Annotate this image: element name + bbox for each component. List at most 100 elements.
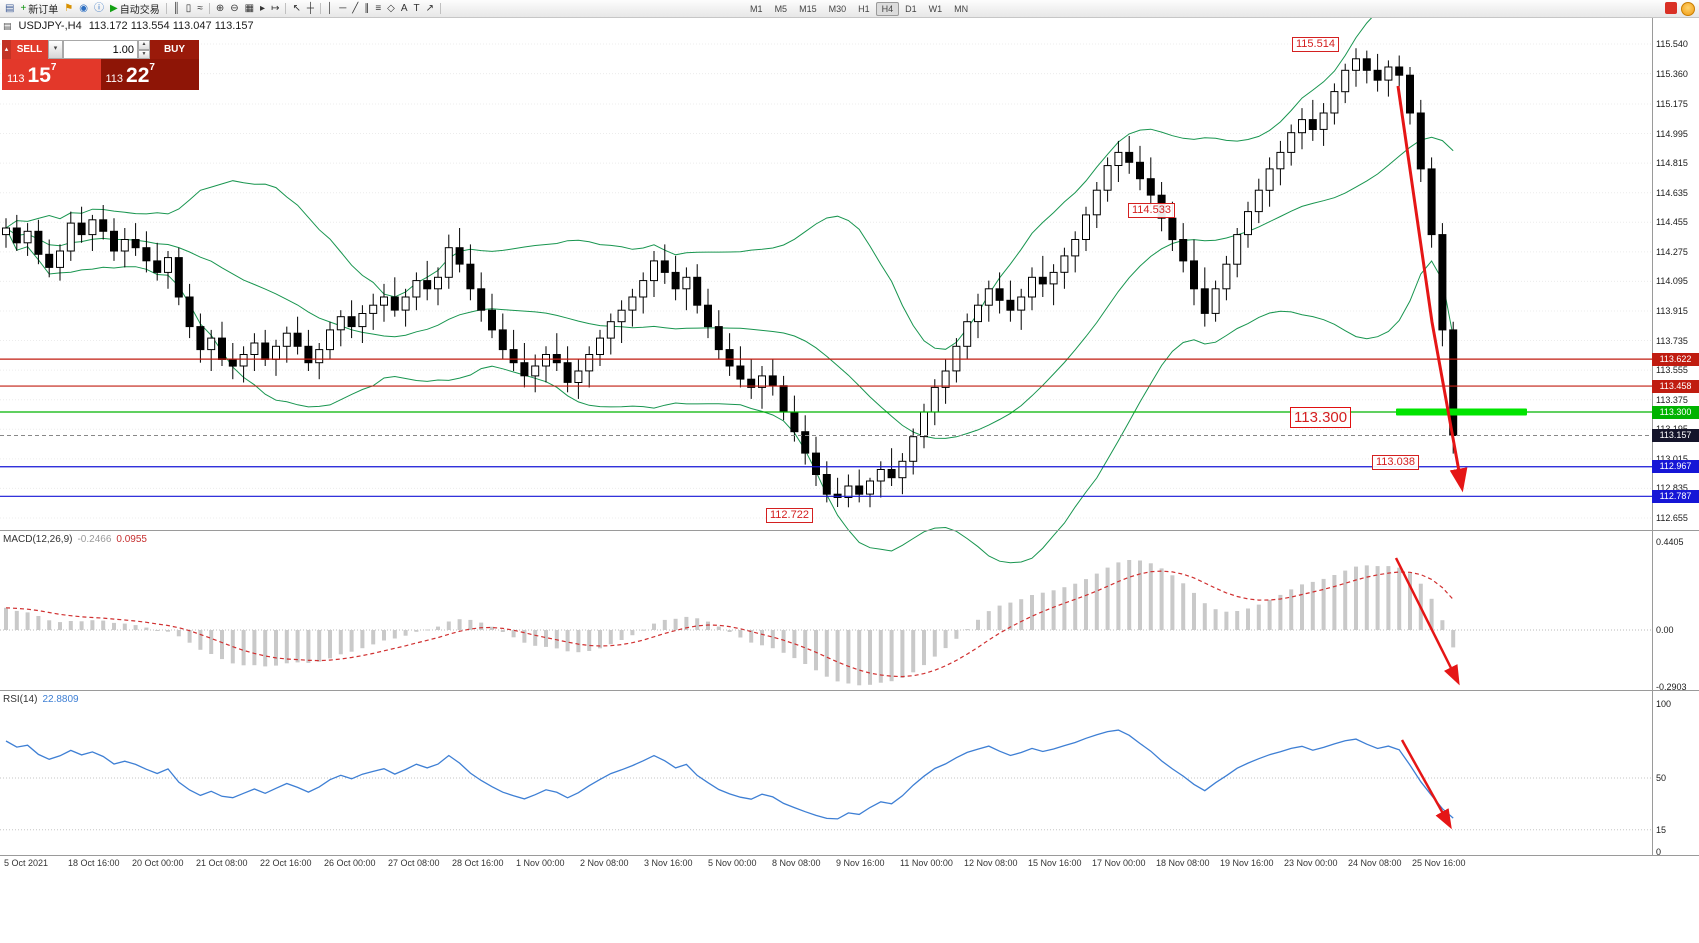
macd-trend-arrow	[1394, 557, 1460, 686]
bar-chart-button[interactable]: ║	[170, 1, 183, 16]
buy-price-panel[interactable]: 113 22 7	[100, 59, 199, 90]
zoom-out-button[interactable]: ⊖	[227, 1, 241, 16]
macd-axis-label: 0.4405	[1656, 536, 1684, 547]
chart-type-icon: ▤	[3, 20, 12, 31]
arrow-tools-button[interactable]: ↗	[423, 1, 437, 16]
volume-down-button[interactable]: ▼	[138, 49, 150, 59]
red-app-icon[interactable]	[1665, 2, 1677, 14]
buy-button[interactable]: BUY	[150, 40, 199, 59]
timeframe-m1-button[interactable]: M1	[750, 3, 763, 14]
price-annotation[interactable]: 115.514	[1292, 37, 1339, 52]
price-annotation[interactable]: 114.533	[1128, 203, 1175, 218]
volume-stepper: ▲ ▼	[138, 40, 150, 59]
profiles-button[interactable]: ◉	[76, 1, 91, 16]
timeframe-m30-button[interactable]: M30	[828, 3, 847, 14]
trendline-button[interactable]: ╱	[349, 1, 361, 16]
price-annotation[interactable]: 113.038	[1372, 455, 1419, 470]
rsi-name: RSI(14)	[3, 694, 38, 705]
main-trend-arrow	[1396, 85, 1468, 493]
crosshair-button[interactable]: ┼	[304, 1, 317, 16]
toolbar-buttons: ▤ + 新订单 ⚑ ◉ ⓘ ▶ 自动交易 ║ ▯ ≈ ⊕ ⊖ ▦ ▸ ↦ ↖ ┼ │ ─ ╱ ∥ ≡ ◇ A T ↗	[2, 1, 444, 16]
timeframe-h1-button[interactable]: H1	[858, 3, 870, 14]
horizontal-line-button[interactable]: ─	[336, 1, 349, 16]
time-axis-label: 9 Nov 16:00	[836, 858, 885, 868]
new-chart-button[interactable]: ▤	[2, 1, 17, 16]
time-axis-label: 18 Nov 08:00	[1156, 858, 1210, 868]
bar-chart-icon: ║	[172, 3, 180, 14]
fibonacci-button[interactable]: ≡	[372, 1, 384, 16]
rsi-axis-label: 0	[1656, 847, 1662, 857]
shapes-button[interactable]: ◇	[384, 1, 398, 16]
volume-input[interactable]	[63, 40, 138, 59]
shapes-icon: ◇	[387, 3, 395, 14]
price-annotation[interactable]: 113.300	[1290, 407, 1352, 428]
price-axis-label: 115.540	[1656, 39, 1688, 49]
price-axis-label: 113.555	[1656, 365, 1688, 376]
chart-shift-button[interactable]: ↦	[268, 1, 282, 16]
vertical-line-button[interactable]: │	[324, 1, 336, 16]
panel-collapse-button[interactable]: ▴	[2, 40, 11, 59]
profiles-icon: ◉	[79, 3, 88, 14]
equidistant-channel-button[interactable]: ∥	[361, 1, 372, 16]
macd-signal-value: 0.0955	[116, 534, 147, 545]
rsi-line	[5, 729, 1454, 820]
time-axis-label: 1 Nov 00:00	[516, 858, 565, 868]
timeframe-m5-button[interactable]: M5	[774, 3, 788, 14]
orange-app-icon[interactable]	[1681, 2, 1695, 16]
horizontal-line-icon: ─	[339, 3, 347, 14]
chart-shift-icon: ↦	[271, 3, 280, 14]
auto-trading-button[interactable]: ▶ 自动交易	[107, 1, 163, 16]
time-axis-label: 11 Nov 00:00	[900, 858, 953, 868]
time-axis-label: 12 Nov 08:00	[964, 858, 1018, 868]
candlestick-chart-button[interactable]: ▯	[183, 1, 195, 16]
price-axis-label: 115.175	[1656, 98, 1688, 109]
price-level-badge: 112.787	[1652, 489, 1699, 503]
timeframe-m15-button[interactable]: M15	[799, 3, 817, 14]
timeframe-h4-button[interactable]: H4	[875, 1, 900, 16]
new-order-icon: +	[20, 3, 27, 14]
candlestick-chart-icon: ▯	[185, 3, 192, 14]
volume-up-button[interactable]: ▲	[138, 40, 150, 50]
grid-layer	[0, 43, 1652, 519]
timeframe-d1-button[interactable]: D1	[905, 3, 917, 14]
time-axis-label: 26 Oct 00:00	[324, 858, 376, 868]
sell-price-point: 7	[50, 62, 57, 73]
cursor-button[interactable]: ↖	[289, 1, 303, 16]
toolbar-right-icons	[1665, 2, 1695, 16]
favorites-button[interactable]: ⚑	[61, 1, 76, 16]
trendline-icon: ╱	[352, 3, 359, 14]
price-level-badge: 113.300	[1652, 405, 1699, 419]
line-chart-button[interactable]: ≈	[194, 1, 206, 16]
text-label-button[interactable]: T	[411, 1, 423, 16]
zoom-in-button[interactable]: ⊕	[213, 1, 227, 16]
macd-name: MACD(12,26,9)	[3, 534, 73, 545]
symbol-period-label: USDJPY-,H4	[18, 20, 82, 32]
macd-indicator-label: MACD(12,26,9) -0.2466 0.0955	[3, 534, 147, 545]
price-axis-label: 114.275	[1656, 246, 1688, 257]
timeframe-mn-button[interactable]: MN	[954, 3, 969, 14]
time-axis-label: 19 Nov 16:00	[1220, 858, 1274, 868]
ohlc-values: 113.172 113.554 113.047 113.157	[88, 20, 254, 32]
price-annotation[interactable]: 112.722	[766, 508, 813, 523]
order-type-dropdown[interactable]: ▾	[48, 40, 63, 59]
sell-price-panel[interactable]: 113 15 7	[2, 59, 101, 90]
buy-price-pips: 22	[126, 64, 150, 87]
text-button[interactable]: A	[398, 1, 411, 16]
rsi-axis-label: 100	[1656, 699, 1672, 709]
arrow-tools-icon: ↗	[425, 3, 435, 14]
price-axis-label: 113.915	[1656, 305, 1688, 316]
new-order-button[interactable]: + 新订单	[17, 1, 61, 16]
auto-trading-label: 自动交易	[119, 5, 160, 16]
auto-scroll-button[interactable]: ▸	[257, 1, 268, 16]
cursor-icon: ↖	[292, 3, 301, 14]
price-axis-label: 113.735	[1656, 335, 1688, 346]
crosshair-icon: ┼	[306, 3, 314, 14]
time-axis-label: 17 Nov 00:00	[1092, 858, 1146, 868]
price-axis-label: 114.635	[1656, 187, 1688, 198]
data-window-button[interactable]: ⓘ	[91, 1, 107, 16]
toolbar: ▤ + 新订单 ⚑ ◉ ⓘ ▶ 自动交易 ║ ▯ ≈ ⊕ ⊖ ▦ ▸ ↦ ↖ ┼ │ ─ ╱ ∥ ≡ ◇ A T ↗ M1 M5 M15…	[0, 0, 1699, 18]
sell-button[interactable]: SELL	[11, 40, 48, 59]
tile-windows-button[interactable]: ▦	[242, 1, 257, 16]
timeframe-w1-button[interactable]: W1	[928, 3, 943, 14]
